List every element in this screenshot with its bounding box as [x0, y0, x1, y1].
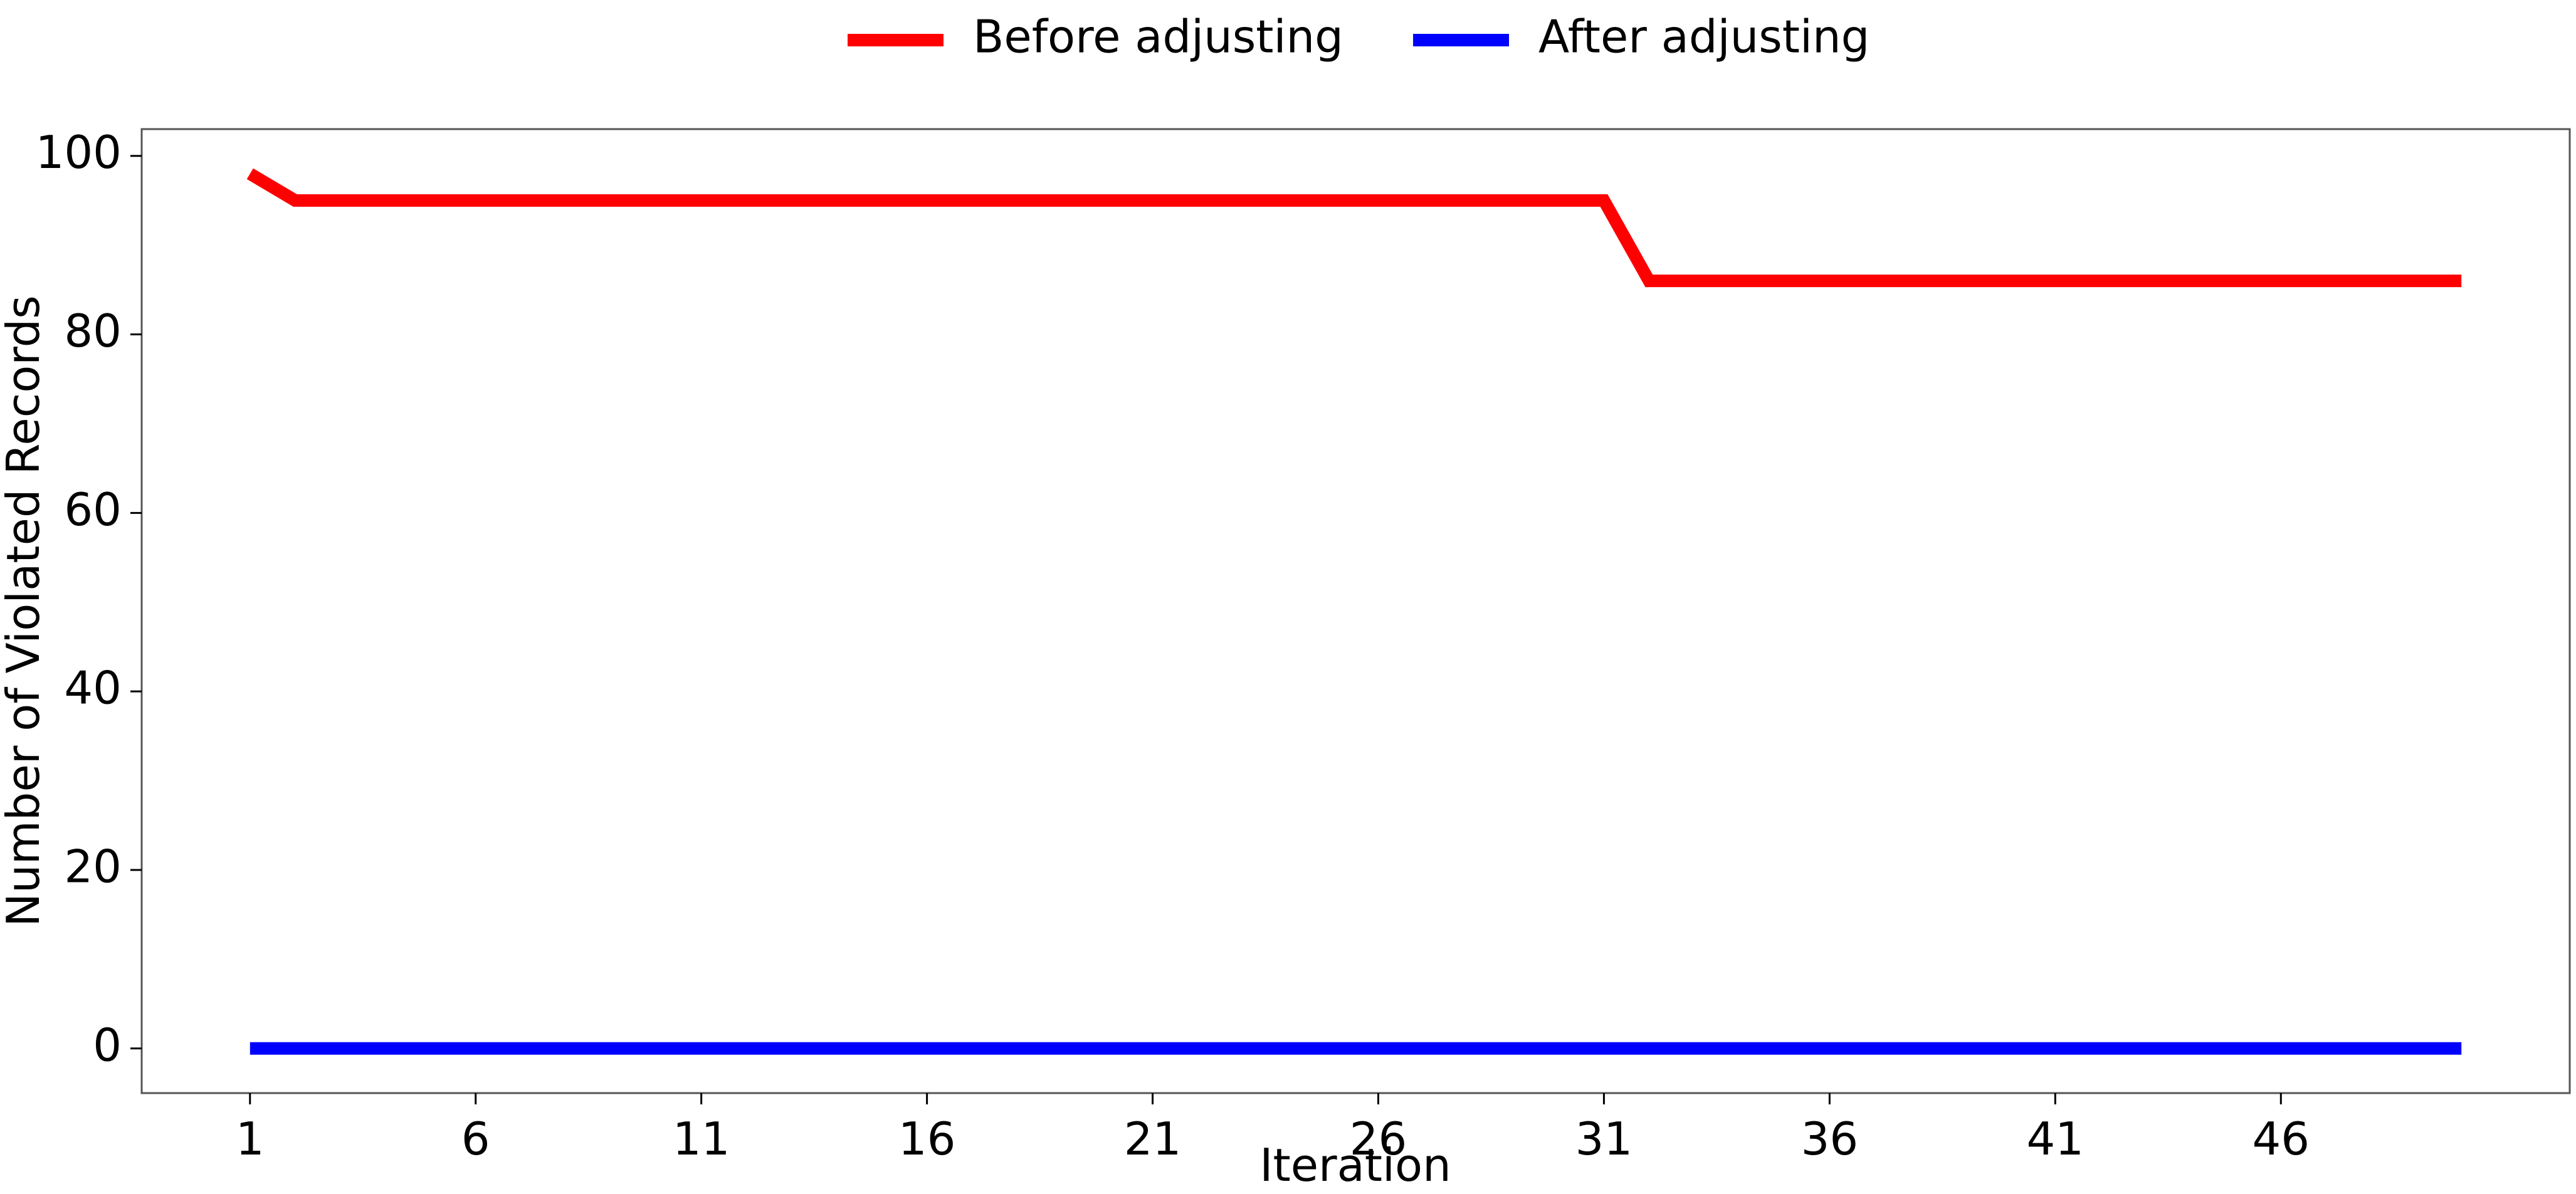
- x-tick-label: 1: [236, 1113, 265, 1165]
- plot-frame: [140, 128, 2571, 1094]
- x-tick-label: 31: [1575, 1113, 1633, 1165]
- x-tick-label: 16: [898, 1113, 956, 1165]
- x-tick-label: 11: [673, 1113, 730, 1165]
- series-lines: [246, 168, 2462, 1055]
- plot-area: [140, 128, 2571, 1094]
- x-axis-ticks: 1 6 11 16 21 26 31 36 41 46: [236, 1093, 2310, 1165]
- x-tick-label: 46: [2252, 1113, 2310, 1165]
- x-tick-label: 36: [1801, 1113, 1859, 1165]
- legend: Before adjusting After adjusting: [848, 11, 1869, 63]
- y-axis-title: Number of Violated Records: [0, 295, 50, 927]
- x-tick-label: 41: [2027, 1113, 2084, 1165]
- x-tick-label: 21: [1124, 1113, 1182, 1165]
- y-axis-ticks: 0 20 40 60 80 100: [36, 126, 142, 1071]
- series-line-before-adjusting: [246, 168, 2462, 288]
- y-tick-label: 20: [64, 840, 122, 893]
- legend-label-before-adjusting: Before adjusting: [973, 11, 1343, 63]
- x-axis-title: Iteration: [1259, 1139, 1451, 1191]
- y-tick-label: 40: [64, 662, 122, 715]
- y-tick-label: 100: [36, 126, 122, 179]
- y-tick-label: 60: [64, 483, 122, 536]
- x-tick-label: 6: [461, 1113, 490, 1165]
- x-tick-label: 26: [1350, 1113, 1407, 1165]
- legend-label-after-adjusting: After adjusting: [1538, 11, 1869, 63]
- y-tick-label: 0: [93, 1019, 122, 1071]
- y-tick-label: 80: [64, 305, 122, 357]
